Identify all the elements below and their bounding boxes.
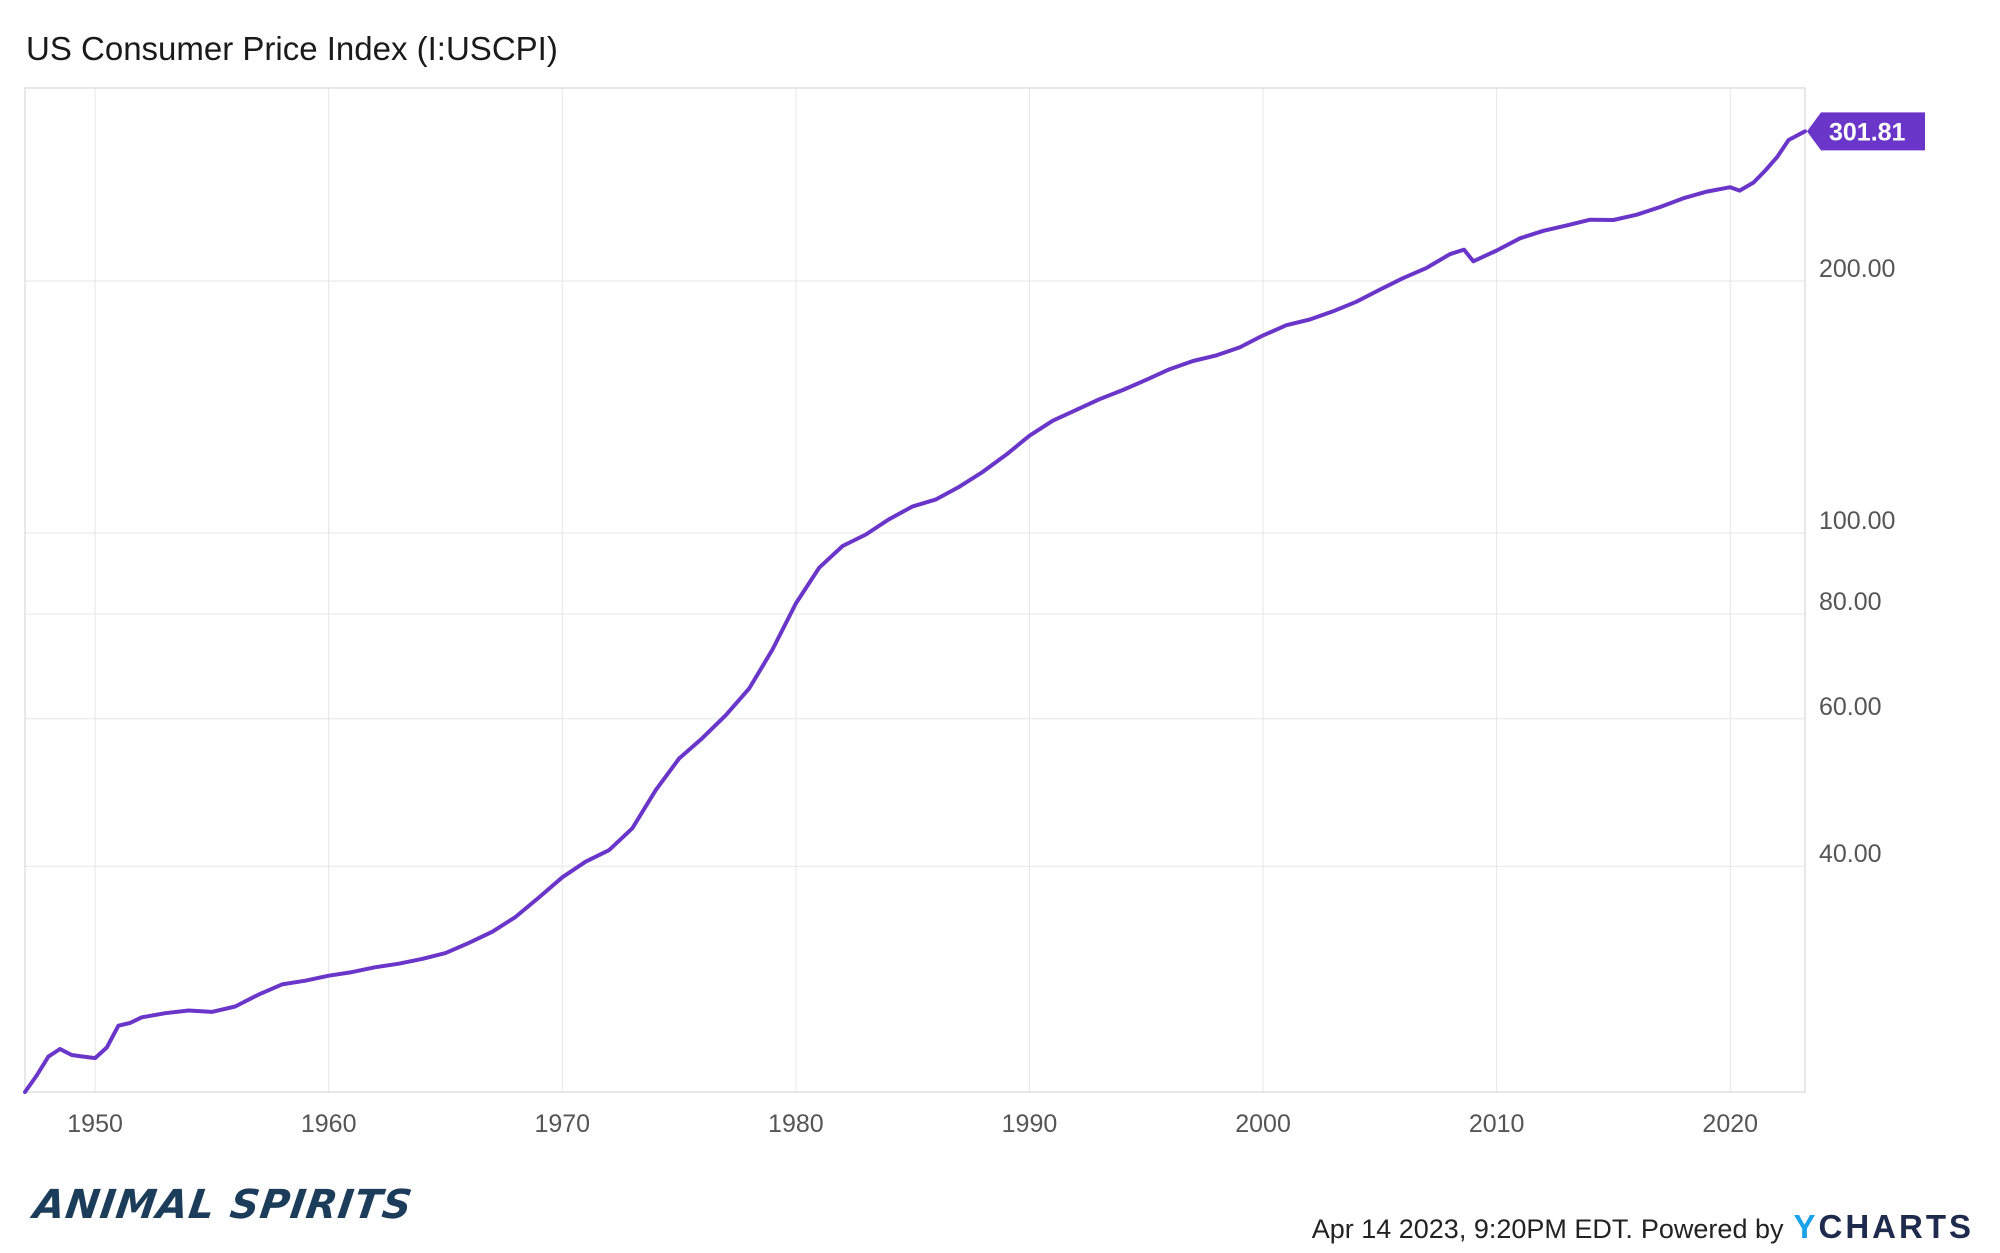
y-tick-label: 100.00 [1819,507,1895,535]
x-tick-label: 1990 [1002,1110,1058,1138]
y-tick-label: 60.00 [1819,693,1882,721]
y-tick-label: 40.00 [1819,840,1882,868]
footer: Apr 14 2023, 9:20PM EDT. Powered by YCHA… [1312,1208,1974,1246]
ycharts-logo-y: Y [1793,1208,1819,1245]
ycharts-logo[interactable]: YCHARTS [1793,1208,1974,1246]
last-value-badge-shape [1807,112,1925,151]
x-tick-label: 1960 [301,1110,357,1138]
y-tick-label: 200.00 [1819,255,1895,283]
x-tick-label: 1980 [768,1110,824,1138]
cpi-series-line [23,129,1807,1094]
last-value-label: 301.81 [1829,118,1906,146]
x-tick-label: 2020 [1702,1110,1758,1138]
x-tick-label: 2010 [1469,1110,1525,1138]
grid [25,88,1805,1092]
x-tick-label: 1950 [67,1110,123,1138]
last-value-badge: 301.81 [1807,112,1925,151]
footer-powered-by: Powered by [1640,1214,1784,1244]
y-tick-label: 80.00 [1819,588,1882,616]
ycharts-logo-text: CHARTS [1818,1208,1974,1245]
x-axis-labels: 1950 1960 1970 1980 1990 2000 2010 2020 [67,1110,1758,1138]
footer-timestamp: Apr 14 2023, 9:20PM EDT. [1311,1214,1633,1244]
plot-frame [24,87,1806,1093]
x-tick-label: 1970 [534,1110,590,1138]
y-axis-labels: 40.00 60.00 80.00 100.00 200.00 [1819,255,1895,868]
x-tick-label: 2000 [1235,1110,1291,1138]
chart-title: US Consumer Price Index (I:USCPI) [26,30,558,67]
animal-spirits-logo: ANIMAL SPIRITS [30,1182,416,1228]
